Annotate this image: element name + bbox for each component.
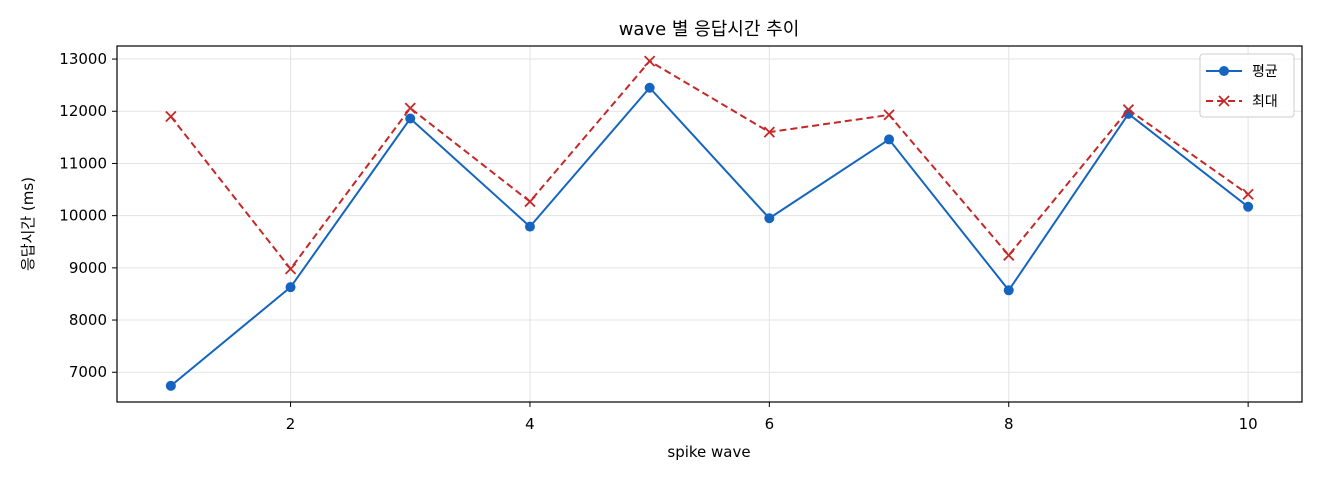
y-tick-label: 8000 (69, 311, 107, 329)
plot-frame (116, 45, 1303, 403)
data-point (1242, 188, 1254, 200)
x-tick-label: 2 (286, 415, 296, 433)
x-tick-label: 10 (1239, 415, 1258, 433)
series-line (170, 86, 1249, 387)
legend-box (1199, 53, 1295, 118)
data-point (1122, 104, 1135, 116)
x-axis-label: spike wave (667, 443, 750, 461)
chart-title: wave 별 응답시간 추이 (619, 19, 800, 40)
y-tick-label: 7000 (69, 363, 107, 381)
series-line (170, 60, 1249, 270)
data-point (284, 263, 297, 275)
data-point (285, 282, 296, 293)
x-tick-label: 6 (765, 415, 775, 433)
data-point (884, 134, 895, 145)
axis-ticks: 2 4 6 8 10 7000 8000 9000 10000 11000 12000 13000 (59, 50, 1257, 433)
data-point (1003, 285, 1014, 296)
x-tick-label: 4 (525, 415, 535, 433)
series-2 (165, 55, 1254, 275)
y-tick-label: 11000 (59, 154, 107, 172)
legend-marker (1219, 66, 1229, 76)
y-tick-label: 9000 (69, 259, 107, 277)
data-point (404, 102, 416, 114)
series-1 (165, 82, 1254, 391)
series-layer (165, 55, 1254, 391)
data-point (883, 109, 895, 121)
legend-entry: 최대 (1206, 94, 1278, 110)
legend-label: 평균 (1252, 64, 1278, 80)
legend-label: 최대 (1252, 94, 1278, 110)
y-tick-label: 13000 (59, 50, 107, 68)
data-point (644, 55, 656, 67)
x-tick-label: 8 (1004, 415, 1014, 433)
data-point (405, 113, 416, 124)
legend-marker (1218, 95, 1230, 107)
y-axis-label: 응답시간 (ms) (19, 177, 37, 271)
data-point (524, 221, 535, 232)
data-point (165, 380, 176, 391)
legend-entry: 평균 (1206, 64, 1278, 80)
y-tick-label: 10000 (59, 207, 107, 225)
y-tick-label: 12000 (59, 102, 107, 120)
data-point (1243, 201, 1254, 212)
data-point (1003, 249, 1015, 261)
data-point (524, 195, 536, 208)
data-point (764, 213, 775, 224)
data-point (763, 126, 775, 138)
data-point (644, 82, 655, 93)
grid-lines (117, 46, 1302, 402)
data-point (165, 110, 177, 123)
